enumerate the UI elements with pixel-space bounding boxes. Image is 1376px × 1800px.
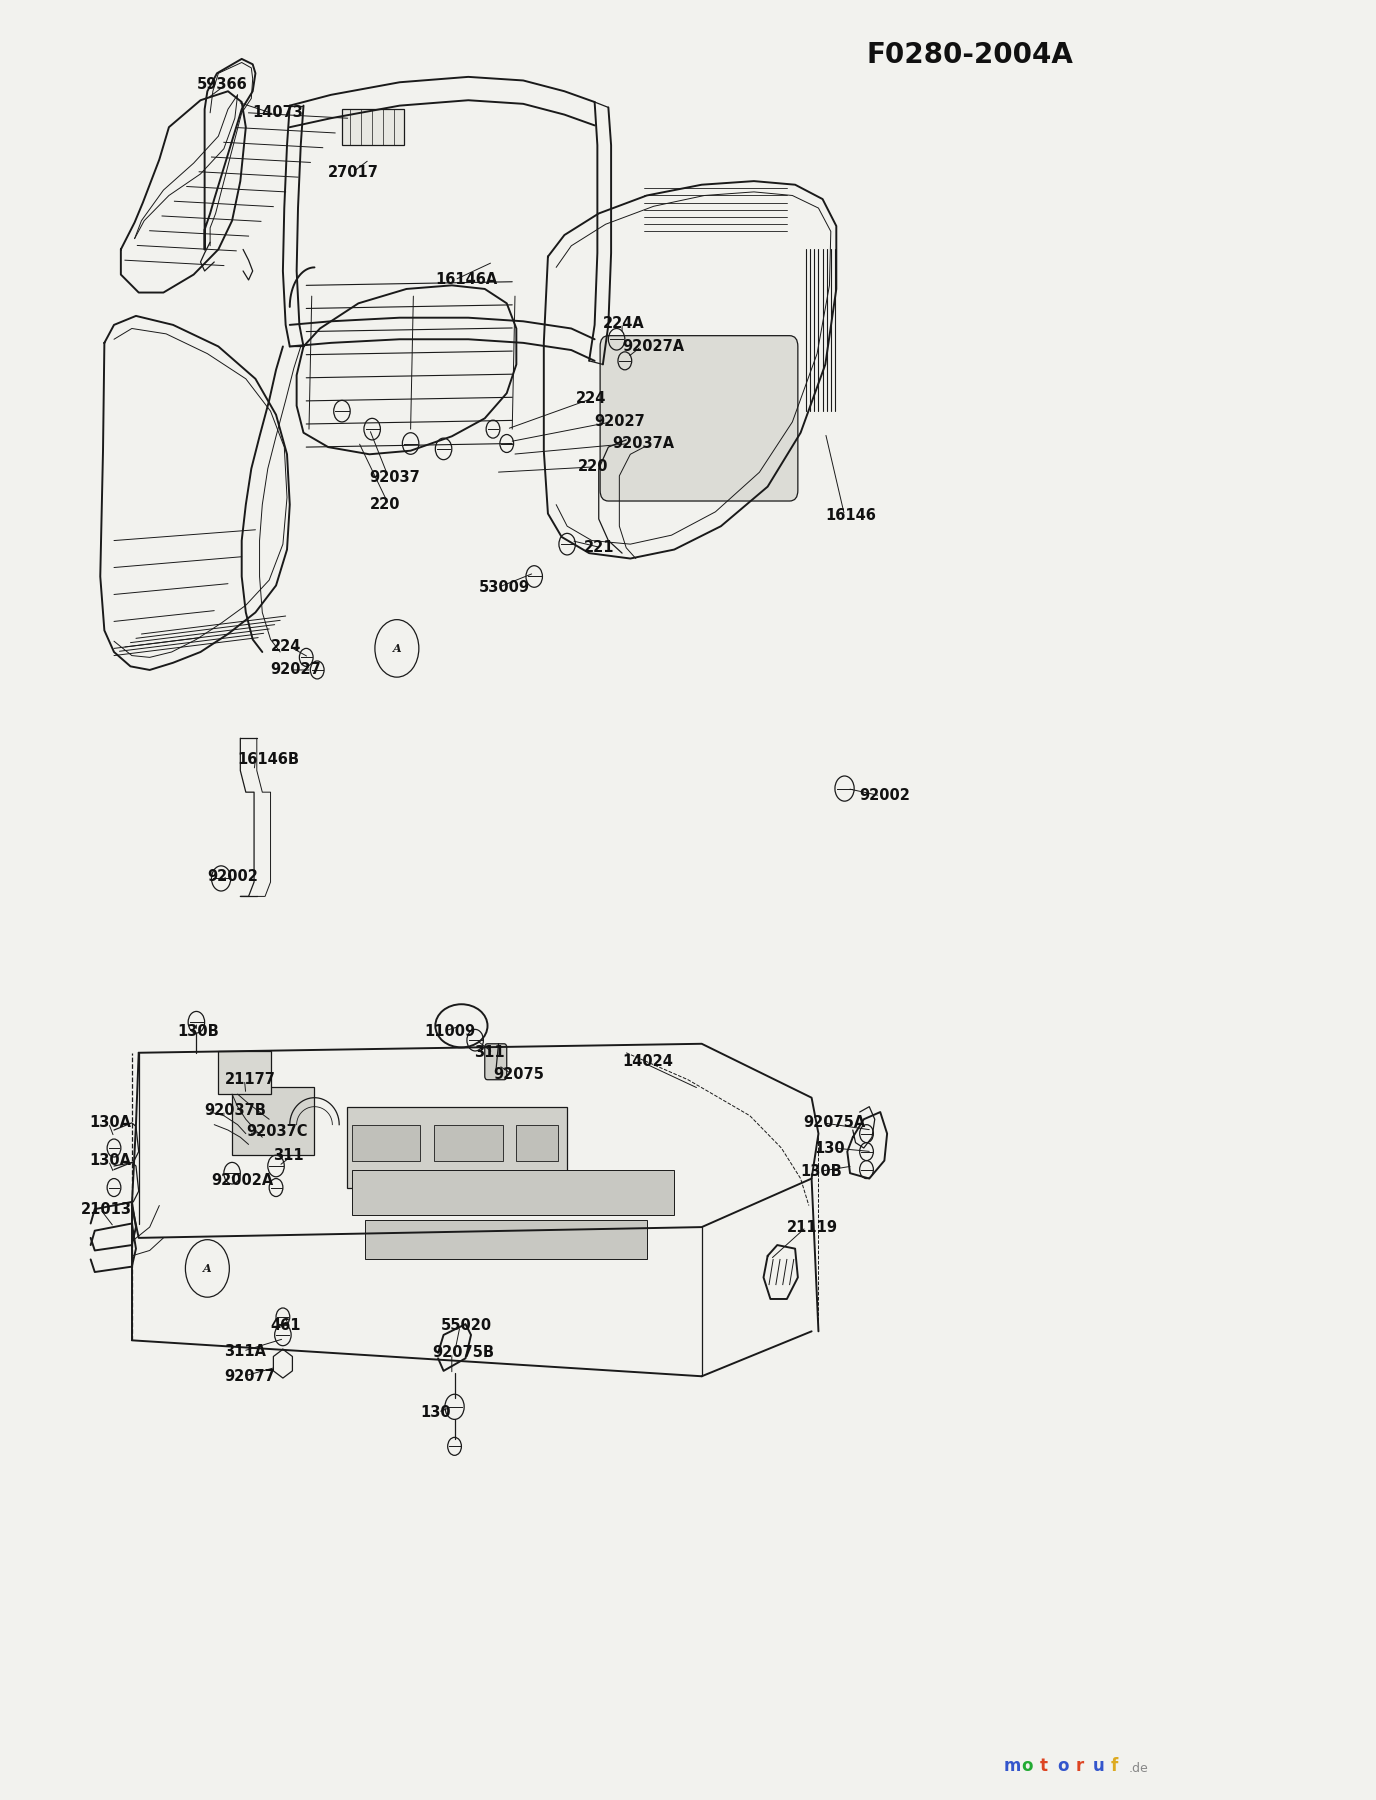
Text: r: r — [1075, 1757, 1083, 1775]
Text: o: o — [1022, 1757, 1033, 1775]
FancyBboxPatch shape — [516, 1125, 557, 1161]
FancyBboxPatch shape — [219, 1051, 271, 1094]
Text: 461: 461 — [271, 1318, 301, 1334]
Text: 221: 221 — [583, 540, 614, 554]
Text: 92037: 92037 — [369, 470, 420, 486]
Text: 14024: 14024 — [622, 1055, 673, 1069]
Text: 16146A: 16146A — [435, 272, 498, 288]
Text: 14073: 14073 — [253, 106, 304, 121]
Text: 311: 311 — [274, 1148, 304, 1163]
Text: 11009: 11009 — [424, 1024, 476, 1039]
FancyBboxPatch shape — [233, 1087, 315, 1156]
Text: A: A — [204, 1264, 212, 1274]
Text: 92075A: 92075A — [804, 1116, 866, 1130]
Text: 92037B: 92037B — [205, 1103, 267, 1118]
FancyBboxPatch shape — [600, 335, 798, 500]
Text: 16146: 16146 — [826, 508, 877, 522]
Text: 21013: 21013 — [81, 1202, 132, 1217]
FancyBboxPatch shape — [351, 1125, 420, 1161]
Text: 130: 130 — [420, 1404, 451, 1420]
Text: 92075: 92075 — [493, 1067, 544, 1082]
Text: 92002A: 92002A — [212, 1174, 274, 1188]
Text: m: m — [1004, 1757, 1021, 1775]
Text: 130A: 130A — [89, 1154, 131, 1168]
Text: 311: 311 — [473, 1046, 505, 1060]
FancyBboxPatch shape — [365, 1220, 647, 1260]
FancyBboxPatch shape — [484, 1044, 506, 1080]
Text: 92027: 92027 — [594, 414, 645, 430]
FancyBboxPatch shape — [433, 1125, 502, 1161]
Text: 16146B: 16146B — [238, 752, 300, 767]
Text: u: u — [1093, 1757, 1105, 1775]
Text: 92077: 92077 — [224, 1368, 275, 1384]
Text: 21177: 21177 — [226, 1073, 277, 1087]
Text: 27017: 27017 — [329, 164, 380, 180]
Text: 220: 220 — [369, 497, 400, 513]
Text: 55020: 55020 — [440, 1318, 493, 1334]
Text: 92027A: 92027A — [622, 338, 684, 355]
Text: 130B: 130B — [178, 1024, 219, 1039]
Text: 130: 130 — [815, 1141, 845, 1156]
Text: 59366: 59366 — [197, 77, 248, 92]
Text: 92002: 92002 — [860, 788, 911, 803]
FancyBboxPatch shape — [348, 1107, 567, 1188]
Text: 92037A: 92037A — [612, 436, 674, 452]
Text: 130B: 130B — [801, 1165, 842, 1179]
FancyBboxPatch shape — [351, 1170, 674, 1215]
Text: 53009: 53009 — [479, 580, 530, 594]
Text: 224A: 224A — [603, 315, 644, 331]
Text: 311A: 311A — [224, 1343, 266, 1359]
Text: F0280-2004A: F0280-2004A — [866, 41, 1073, 68]
Text: 92002: 92002 — [208, 869, 259, 884]
Text: 92027: 92027 — [271, 662, 321, 677]
Text: 224: 224 — [575, 391, 605, 407]
Text: 130A: 130A — [89, 1116, 131, 1130]
Text: A: A — [392, 643, 402, 653]
Text: .de: .de — [1128, 1762, 1149, 1775]
Text: 92075B: 92075B — [432, 1345, 494, 1361]
Text: o: o — [1057, 1757, 1069, 1775]
Text: 220: 220 — [578, 459, 608, 475]
FancyBboxPatch shape — [343, 110, 403, 146]
Text: 224: 224 — [271, 639, 301, 653]
Text: f: f — [1110, 1757, 1119, 1775]
Text: 21119: 21119 — [787, 1220, 838, 1235]
Text: 92037C: 92037C — [246, 1125, 307, 1139]
Text: t: t — [1039, 1757, 1047, 1775]
